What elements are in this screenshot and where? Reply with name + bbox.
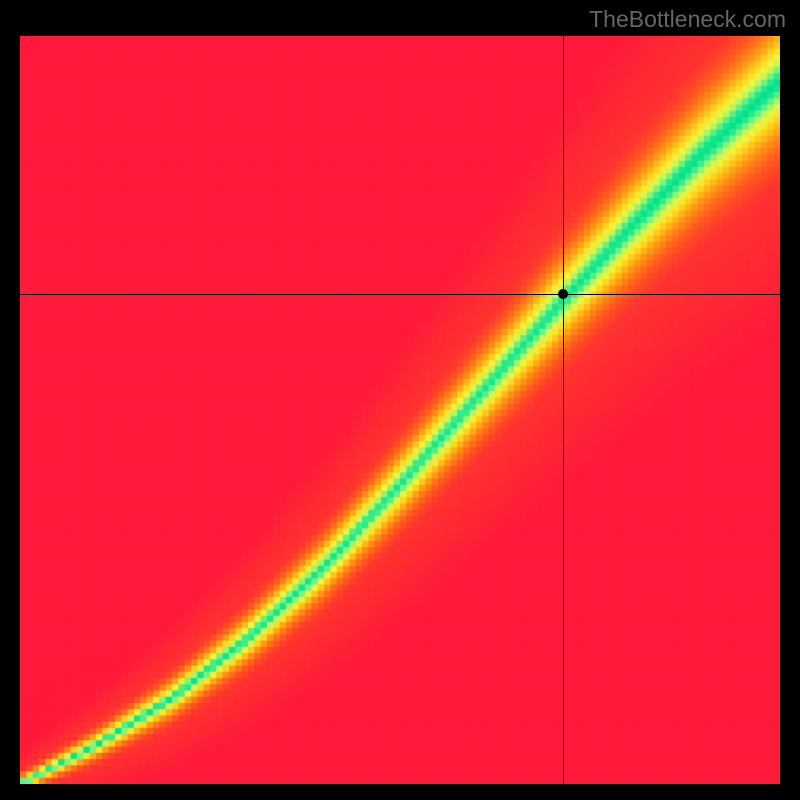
chart-container: TheBottleneck.com <box>0 0 800 800</box>
crosshair-horizontal <box>20 294 780 295</box>
crosshair-marker <box>558 289 568 299</box>
heatmap-plot <box>20 36 780 784</box>
crosshair-vertical <box>563 36 564 784</box>
watermark-text: TheBottleneck.com <box>589 6 786 33</box>
heatmap-canvas <box>20 36 780 784</box>
